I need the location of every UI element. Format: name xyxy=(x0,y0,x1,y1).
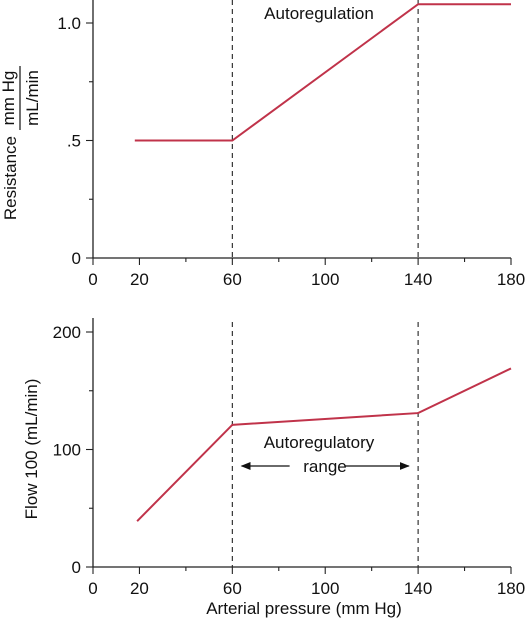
flow-ylabel: Flow 100 (mL/min) xyxy=(22,379,41,520)
resistance-ylabel-unit-num: mm Hg xyxy=(0,71,18,126)
bot-xtick-label-180: 180 xyxy=(497,579,525,598)
top-ytick-label-0: 0 xyxy=(72,249,81,268)
bot-ytick-label-1: 100 xyxy=(53,441,81,460)
top-xtick-label-100: 100 xyxy=(311,270,339,289)
bot-xtick-label-100: 100 xyxy=(311,579,339,598)
autoregulation-annotation: Autoregulation xyxy=(264,4,374,23)
resistance-ylabel-unit-den: mL/min xyxy=(23,70,42,126)
bot-xtick-label-0: 0 xyxy=(88,579,97,598)
resistance-ylabel: Resistance xyxy=(1,136,20,220)
flow-chart: 0 20 60 100 140 180 0 100 200 Autoregulatory ra… xyxy=(22,318,525,618)
bot-ytick-label-2: 200 xyxy=(53,323,81,342)
top-xtick-label-0: 0 xyxy=(88,270,97,289)
top-xtick-label-20: 20 xyxy=(130,270,149,289)
top-series-line-0 xyxy=(134,3,511,142)
resistance-ylabel-group: Resistance mm Hg mL/min xyxy=(0,66,42,220)
top-ytick-label-2: 1.0 xyxy=(57,14,81,33)
bot-xtick-label-60: 60 xyxy=(223,579,242,598)
resistance-chart: 0 20 60 100 140 180 0 .5 1.0 Autoregulation Res… xyxy=(0,0,525,289)
bot-xtick-label-20: 20 xyxy=(130,579,149,598)
flow-xlabel: Arterial pressure (mm Hg) xyxy=(206,599,402,618)
bot-ytick-label-0: 0 xyxy=(72,558,81,577)
top-ytick-label-1: .5 xyxy=(67,132,81,151)
range-annotation: range xyxy=(303,457,346,476)
top-xtick-label-140: 140 xyxy=(404,270,432,289)
bot-series-line-0 xyxy=(136,367,512,522)
top-xtick-label-60: 60 xyxy=(223,270,242,289)
bot-xtick-label-140: 140 xyxy=(404,579,432,598)
autoregulatory-annotation: Autoregulatory xyxy=(264,433,375,452)
top-xtick-label-180: 180 xyxy=(497,270,525,289)
